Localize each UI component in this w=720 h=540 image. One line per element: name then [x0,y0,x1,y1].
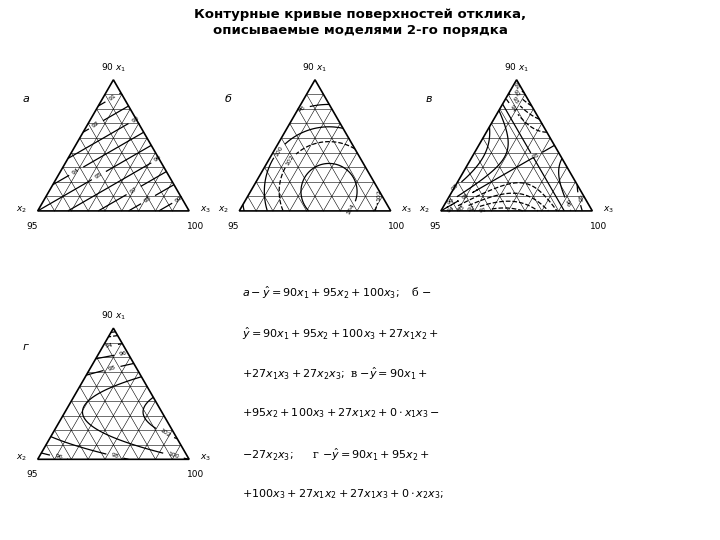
Text: 90 $x_1$: 90 $x_1$ [504,61,529,74]
Text: 92: 92 [512,89,521,98]
Text: 93: 93 [510,96,519,105]
Text: $x_3$: $x_3$ [401,204,413,214]
Text: 96: 96 [564,199,571,208]
Text: $x_2$: $x_2$ [16,453,27,463]
Text: $\hat{y} = 90x_1 + 95x_2 + 100x_3 + 27x_1x_2 +$: $\hat{y} = 90x_1 + 95x_2 + 100x_3 + 27x_… [242,325,439,342]
Text: $+ 100x_3 + 27x_1x_2 + 27x_1x_3 + 0 \cdot x_2x_3;$: $+ 100x_3 + 27x_1x_2 + 27x_1x_3 + 0 \cdo… [242,487,444,501]
Text: $+ 95x_2 + 100x_3 + 27x_1x_2 + 0\cdot x_1x_3-$: $+ 95x_2 + 100x_3 + 27x_1x_2 + 0\cdot x_… [242,406,441,420]
Text: 95: 95 [531,152,540,160]
Text: 92: 92 [467,205,477,213]
Text: $x_3$: $x_3$ [603,204,614,214]
Text: 100: 100 [388,221,405,231]
Text: 94: 94 [446,205,455,214]
Text: 95: 95 [26,221,37,231]
Text: 95: 95 [94,171,104,180]
Text: 102: 102 [285,154,295,167]
Text: 97: 97 [129,186,138,195]
Text: 98: 98 [107,365,117,372]
Text: 95: 95 [26,470,37,479]
Text: 94: 94 [509,104,518,113]
Text: 91: 91 [479,207,487,214]
Text: 93: 93 [131,115,140,124]
Text: 98: 98 [451,183,460,192]
Text: Контурные кривые поверхностей отклика,: Контурные кривые поверхностей отклика, [194,8,526,21]
Text: 95: 95 [461,192,470,201]
Text: $a - \hat{y} = 90x_1 + 95x_2 + 100x_3;$   б $-$: $a - \hat{y} = 90x_1 + 95x_2 + 100x_3;$ … [242,285,432,301]
Text: 94: 94 [104,342,114,349]
Text: $x_2$: $x_2$ [217,204,229,214]
Text: 96: 96 [153,154,163,163]
Text: 96: 96 [54,454,63,461]
Text: $x_2$: $x_2$ [419,204,431,214]
Text: 100: 100 [167,451,180,460]
Text: 95: 95 [228,221,239,231]
Text: 92: 92 [91,120,101,129]
Text: 91: 91 [512,82,521,91]
Text: $x_3$: $x_3$ [199,453,211,463]
Text: описываемые моделями 2-го порядка: описываемые моделями 2-го порядка [212,24,508,37]
Text: 90 $x_1$: 90 $x_1$ [101,61,126,74]
Text: 94: 94 [71,167,81,176]
Text: $- 27x_2x_3;$     г $- \hat{y} = 90x_1 + 95x_2 +$: $- 27x_2x_3;$ г $- \hat{y} = 90x_1 + 95x… [242,447,430,463]
Text: 100: 100 [590,221,607,231]
Text: 98: 98 [576,194,582,203]
Text: 96: 96 [446,197,455,206]
Text: 100: 100 [274,145,284,157]
Text: г: г [22,342,28,352]
Text: 100: 100 [186,470,204,479]
Text: 104: 104 [346,202,356,215]
Text: 96: 96 [297,105,306,113]
Text: 90 $x_1$: 90 $x_1$ [101,309,126,322]
Text: $x_2$: $x_2$ [16,204,27,214]
Text: 99: 99 [174,195,184,204]
Text: 95: 95 [429,221,441,231]
Text: 96: 96 [118,350,127,357]
Text: $+ 27x_1x_3 + 27x_2x_3;$ в $- \hat{y} = 90x_1 +$: $+ 27x_1x_3 + 27x_2x_3;$ в $- \hat{y} = … [242,366,428,382]
Text: 91: 91 [108,93,117,102]
Text: 98: 98 [143,195,153,204]
Text: 102: 102 [376,189,382,201]
Text: в: в [426,94,432,104]
Text: 98: 98 [110,453,120,460]
Text: а: а [22,94,30,104]
Text: 93: 93 [456,205,466,213]
Text: 90 $x_1$: 90 $x_1$ [302,61,328,74]
Text: 100: 100 [186,221,204,231]
Text: б: б [224,94,231,104]
Text: 102: 102 [158,428,171,438]
Text: $x_3$: $x_3$ [199,204,211,214]
